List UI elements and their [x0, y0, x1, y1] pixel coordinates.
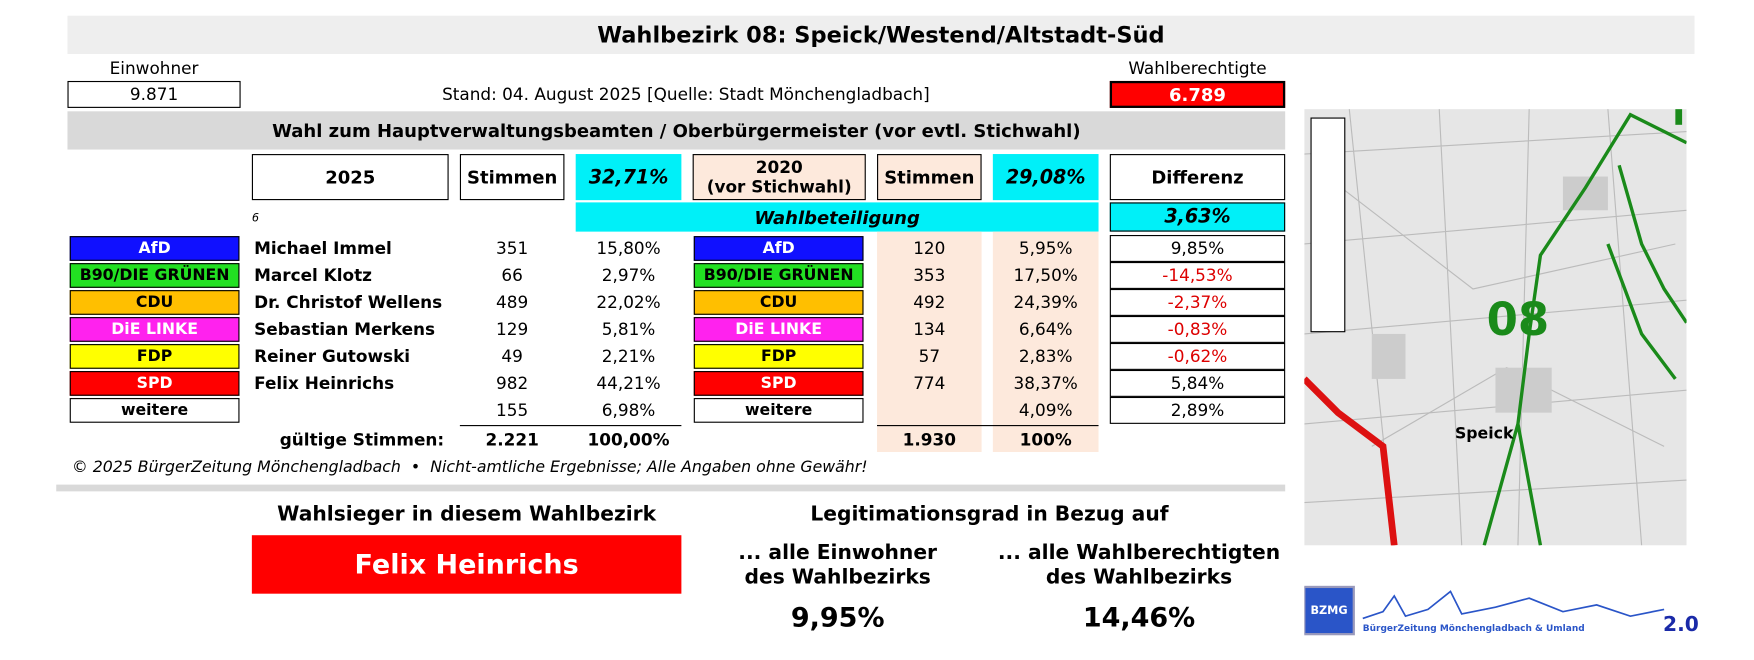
votes: 49 — [501, 346, 523, 367]
pct: 5,81% — [601, 319, 656, 340]
section-title: Wahl zum Hauptverwaltungsbeamten / Oberb… — [67, 111, 1286, 150]
stand: Stand: 04. August 2025 [Quelle: Stadt Mö… — [442, 84, 930, 105]
pct: 44,21% — [596, 373, 661, 394]
logo-version: 2.0 — [1663, 612, 1699, 636]
totals-votes: 2.221 — [485, 429, 539, 450]
voters-value: 14,46% — [1082, 601, 1196, 634]
diff: -2,37% — [1109, 288, 1286, 316]
pct: 22,02% — [596, 292, 661, 313]
divider — [56, 484, 1286, 492]
head-turnout-prev: 29,08% — [992, 154, 1099, 201]
map-district: 08 — [1486, 294, 1550, 347]
totals-votes-prev: 1.930 — [902, 429, 956, 450]
votes: 489 — [496, 292, 529, 313]
logo-graphic — [1304, 585, 1665, 636]
party: CDU — [69, 290, 240, 315]
winner-label: Wahlsieger in diesem Wahlbezirk — [277, 502, 657, 526]
candidate: Sebastian Merkens — [254, 319, 436, 340]
peach-col — [992, 231, 1099, 453]
winner-name: Felix Heinrichs — [251, 535, 682, 594]
votes: 129 — [496, 319, 529, 340]
head-turnout: 32,71% — [575, 154, 682, 201]
party: SPD — [69, 371, 240, 396]
votes-prev: 492 — [913, 292, 946, 313]
totals-pct: 100,00% — [587, 429, 670, 450]
party: B90/DIE GRÜNEN — [69, 263, 240, 288]
party-prev: DiE LINKE — [693, 317, 864, 342]
wahlberechtigte-label: Wahlberechtigte — [1128, 58, 1267, 79]
head-votes: Stimmen — [459, 154, 565, 201]
footer: © 2025 BürgerZeitung Mönchengladbach • N… — [71, 458, 868, 477]
turnout-diff: 3,63% — [1109, 202, 1286, 232]
votes: 155 — [496, 400, 529, 421]
pct-prev: 17,50% — [1013, 265, 1078, 286]
pct-prev: 38,37% — [1013, 373, 1078, 394]
totals-line — [877, 425, 1099, 427]
residents-label: ... alle Einwohner des Wahlbezirks — [738, 541, 938, 590]
diff: 9,85% — [1109, 234, 1286, 262]
party-prev: weitere — [693, 398, 864, 423]
votes-prev: 353 — [913, 265, 946, 286]
candidate: Marcel Klotz — [254, 265, 373, 286]
head-year-prev: 2020 (vor Stichwahl) — [692, 154, 866, 201]
diff: 2,89% — [1109, 396, 1286, 424]
totals-line — [459, 425, 682, 427]
pct: 6,98% — [601, 400, 656, 421]
party-prev: B90/DIE GRÜNEN — [693, 263, 864, 288]
title-bar: Wahlbezirk 08: Speick/Westend/Altstadt-S… — [67, 15, 1695, 54]
diff: -0,83% — [1109, 315, 1286, 343]
diff: 5,84% — [1109, 369, 1286, 397]
logo-name: BürgerZeitung Mönchengladbach & Umland — [1362, 622, 1585, 633]
voters-label: ... alle Wahlberechtigten des Wahlbezirk… — [997, 541, 1281, 590]
party: DiE LINKE — [69, 317, 240, 342]
turnout-label: Wahlbeteiligung — [575, 202, 1099, 232]
pct: 2,21% — [601, 346, 656, 367]
peach-col — [877, 231, 982, 453]
pct-prev: 6,64% — [1018, 319, 1073, 340]
votes: 66 — [501, 265, 523, 286]
totals-label: gültige Stimmen: — [279, 429, 445, 450]
legit-title: Legitimationsgrad in Bezug auf — [810, 502, 1169, 526]
party-prev: SPD — [693, 371, 864, 396]
wahlberechtigte-value: 6.789 — [1109, 80, 1286, 108]
map-place: Speick — [1454, 425, 1514, 444]
votes: 351 — [496, 238, 529, 259]
votes-prev: 134 — [913, 319, 946, 340]
diff: -14,53% — [1109, 261, 1286, 289]
votes-prev: 120 — [913, 238, 946, 259]
party-prev: AfD — [693, 236, 864, 261]
head-diff: Differenz — [1109, 154, 1286, 201]
party: AfD — [69, 236, 240, 261]
candidate: Dr. Christof Wellens — [254, 292, 443, 313]
einwohner-value: 9.871 — [67, 80, 241, 108]
party: FDP — [69, 344, 240, 369]
party-prev: CDU — [693, 290, 864, 315]
head-year: 2025 — [251, 154, 449, 201]
pct-prev: 24,39% — [1013, 292, 1078, 313]
logo-mark: BZMG — [1310, 604, 1348, 617]
head-votes-prev: Stimmen — [877, 154, 982, 201]
residents-value: 9,95% — [790, 601, 885, 634]
pct-prev: 5,95% — [1018, 238, 1073, 259]
totals-pct-prev: 100% — [1019, 429, 1072, 450]
party-prev: FDP — [693, 344, 864, 369]
votes-prev: 57 — [918, 346, 941, 367]
map — [1304, 109, 1687, 546]
party: weitere — [69, 398, 240, 423]
pct: 2,97% — [601, 265, 656, 286]
candidate: Felix Heinrichs — [254, 373, 395, 394]
candidate: Reiner Gutowski — [254, 346, 411, 367]
pct-prev: 4,09% — [1018, 400, 1073, 421]
diff: -0,62% — [1109, 342, 1286, 370]
candidate: Michael Immel — [254, 238, 392, 259]
einwohner-label: Einwohner — [109, 58, 199, 79]
votes-prev: 774 — [913, 373, 946, 394]
note: 6 — [251, 211, 260, 225]
votes: 982 — [496, 373, 529, 394]
pct-prev: 2,83% — [1018, 346, 1073, 367]
pct: 15,80% — [596, 238, 661, 259]
